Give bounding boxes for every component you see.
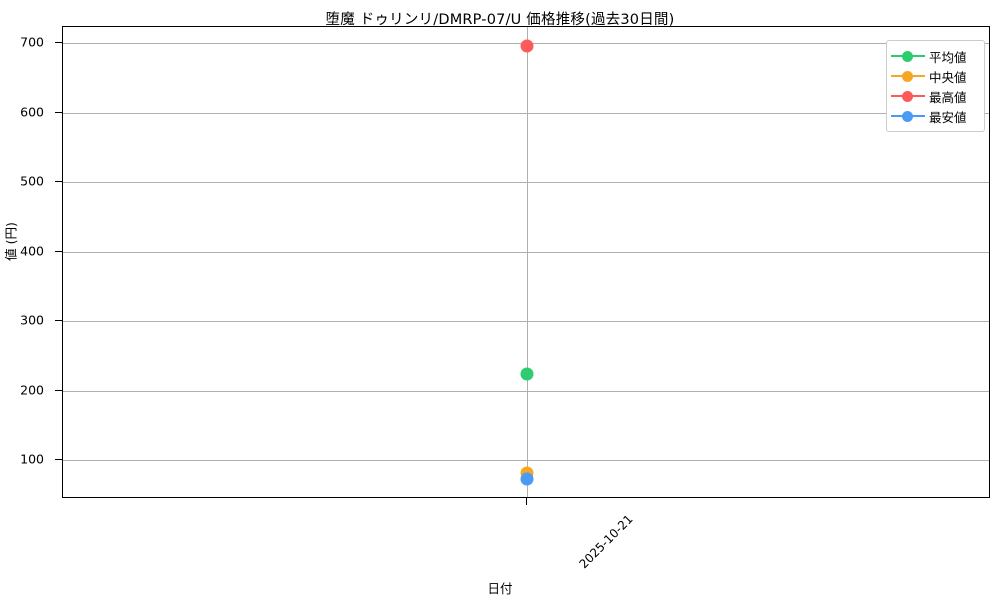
x-axis-tick-mark: [526, 498, 528, 505]
legend-dot: [902, 51, 913, 62]
legend-label: 最高値: [929, 89, 967, 105]
legend-label: 中央値: [929, 69, 967, 85]
plot-area: [62, 26, 990, 498]
y-axis-tick-label: 500: [20, 173, 44, 189]
legend-item[interactable]: 最高値: [891, 86, 978, 106]
y-axis-tick-mark: [55, 41, 62, 44]
x-axis-label: 日付: [487, 581, 513, 596]
legend-marker-icon: [891, 109, 925, 123]
gridline-horizontal: [63, 390, 989, 392]
y-axis-tick-mark: [55, 389, 62, 391]
legend-item[interactable]: 最安値: [891, 106, 978, 126]
y-axis-tick-label: 400: [20, 243, 44, 259]
legend-marker-icon: [891, 89, 925, 103]
y-axis-tick-mark: [55, 320, 62, 322]
legend-dot: [902, 71, 913, 82]
legend-label: 最安値: [929, 109, 967, 125]
chart-legend: 平均値中央値最高値最安値: [886, 40, 985, 132]
gridline-vertical: [527, 27, 528, 497]
legend-marker-icon: [891, 49, 925, 63]
y-axis-label: 値 (円): [3, 222, 19, 261]
data-point-marker: [520, 472, 534, 486]
data-point-marker: [520, 367, 534, 381]
gridline-horizontal: [63, 251, 989, 253]
chart-title: 堕魔 ドゥリンリ/DMRP-07/U 価格推移(過去30日間): [325, 12, 675, 28]
gridline-horizontal: [63, 321, 989, 323]
legend-dot: [902, 91, 913, 102]
y-axis-tick-label: 700: [20, 34, 44, 50]
data-point-marker: [520, 39, 534, 53]
y-axis-tick-labels: 100 200 300 400 500 600 700: [0, 26, 54, 498]
y-axis-tick-mark: [55, 111, 62, 113]
y-axis-tick-mark: [55, 250, 62, 252]
gridline-horizontal: [63, 112, 989, 114]
y-axis-tick-label: 600: [20, 104, 44, 119]
legend-marker-icon: [891, 69, 925, 83]
y-axis-tick-mark: [55, 459, 62, 461]
legend-item[interactable]: 中央値: [891, 66, 978, 86]
y-axis-tick-mark: [55, 181, 62, 183]
y-axis-tick-label: 200: [20, 382, 44, 398]
legend-label: 平均値: [929, 49, 967, 65]
legend-dot: [902, 111, 913, 122]
y-axis-tick-label: 300: [20, 312, 44, 328]
x-axis-tick-label: 2025-10-21: [576, 512, 636, 572]
y-axis-tick-marks: [0, 26, 62, 498]
y-axis-tick-label: 100: [20, 451, 44, 467]
gridline-horizontal: [63, 460, 989, 462]
legend-item[interactable]: 平均値: [891, 46, 978, 66]
gridline-horizontal: [63, 182, 989, 184]
